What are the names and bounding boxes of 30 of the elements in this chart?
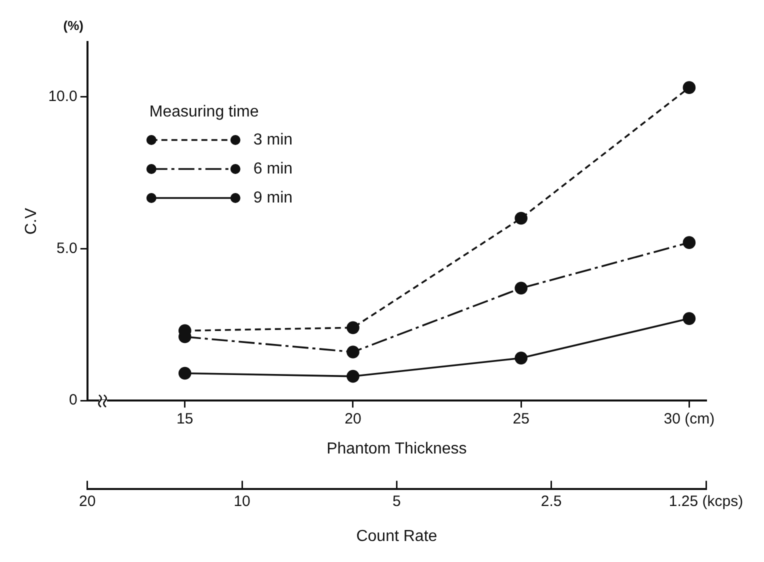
point	[514, 282, 528, 295]
x2-tick-label: 20	[79, 492, 96, 510]
point	[682, 81, 696, 94]
x2-tick-label: 1.25 (kcps)	[668, 492, 744, 510]
x-tick-label: 20	[344, 410, 362, 428]
point	[514, 212, 528, 225]
legend-label: 3 min	[253, 131, 293, 148]
point	[346, 346, 360, 358]
y-tick-label: 10.0	[48, 88, 78, 105]
x-axis-title: Phantom Thickness	[326, 440, 467, 458]
point	[514, 352, 528, 364]
point	[346, 370, 360, 383]
x-tick-label: 25	[512, 410, 530, 428]
y-axis-title: C.V	[23, 208, 40, 235]
point	[682, 236, 696, 249]
legend-label: 6 min	[253, 160, 293, 178]
x2-axis-title: Count Rate	[356, 528, 438, 545]
x-tick-label: 30 (cm)	[664, 410, 715, 428]
x2-tick-label: 2.5	[540, 492, 562, 510]
y-tick-label: 0	[69, 392, 78, 409]
x2-tick-label: 10	[234, 492, 250, 510]
point	[178, 366, 192, 380]
text: (%)	[63, 18, 84, 33]
legend-label: 9 min	[253, 189, 293, 206]
point	[682, 312, 696, 325]
x-tick-label: 15	[176, 410, 194, 428]
point	[346, 321, 360, 334]
x2-tick-label: 5	[392, 492, 401, 510]
y-tick-label: 5.0	[56, 240, 78, 257]
legend-title: Measuring time	[149, 103, 259, 120]
